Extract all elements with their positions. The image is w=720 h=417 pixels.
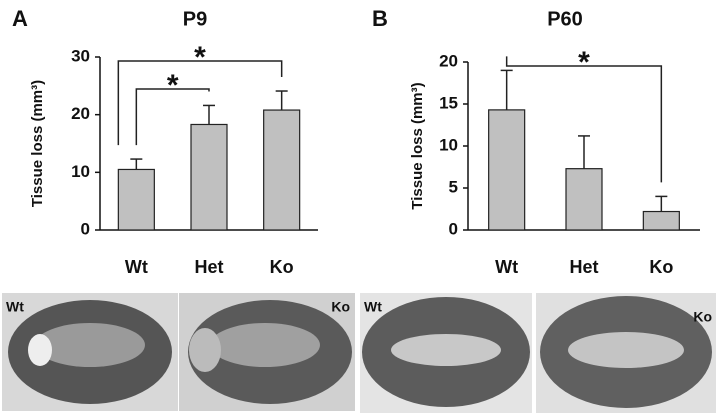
x-tick-label: Ko (649, 257, 673, 277)
y-tick-label: 15 (439, 93, 458, 112)
y-axis-label: Tissue loss (mm³) (29, 80, 46, 207)
x-tick-label: Wt (125, 257, 148, 277)
y-tick-label: 5 (449, 177, 458, 196)
image-label: Ko (693, 309, 712, 325)
y-tick-label: 0 (449, 219, 458, 238)
chart-title: P60 (547, 8, 583, 30)
x-tick-label: Het (569, 257, 598, 277)
x-tick-label: Het (194, 257, 223, 277)
y-tick-label: 10 (439, 135, 458, 154)
significance-bracket (505, 56, 663, 183)
x-tick-label: Wt (495, 257, 518, 277)
bar (488, 109, 526, 231)
bar (263, 109, 301, 231)
y-tick-label: 20 (439, 51, 458, 70)
chart-title: P9 (183, 8, 207, 30)
image-label: Wt (364, 299, 382, 315)
significance-bracket (135, 88, 210, 146)
y-tick-label: 20 (71, 104, 90, 123)
bar (117, 168, 155, 231)
y-tick-label: 0 (81, 219, 90, 238)
x-tick-label: Ko (270, 257, 294, 277)
significance-label: * (578, 46, 590, 79)
brain-images (2, 293, 716, 413)
bar (190, 123, 228, 231)
significance-label: * (194, 41, 206, 74)
image-label: Wt (6, 299, 24, 315)
bar (565, 168, 603, 231)
significance-bracket (117, 60, 283, 146)
image-label: Ko (331, 299, 350, 315)
y-tick-label: 10 (71, 162, 90, 181)
panel-label: A (12, 6, 28, 31)
panel-label: B (372, 6, 388, 31)
significance-label: * (167, 69, 179, 102)
y-axis-label: Tissue loss (mm³) (409, 82, 426, 209)
y-tick-label: 30 (71, 46, 90, 65)
bar (642, 210, 680, 231)
